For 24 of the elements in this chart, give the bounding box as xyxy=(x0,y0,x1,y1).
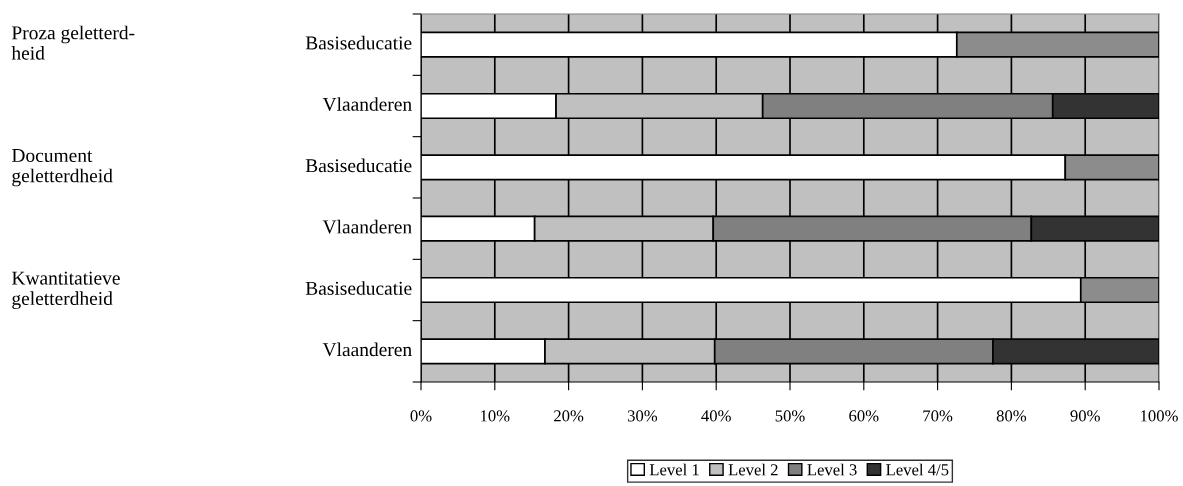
y-tick-label: Vlaanderen xyxy=(322,219,412,234)
x-tick-label: 0% xyxy=(410,410,432,422)
legend-label: Level 3 xyxy=(807,463,857,476)
text: Kwantitatieve geletterdheid xyxy=(11,271,120,310)
x-tick-label: 50% xyxy=(775,410,805,422)
x-tick-label: 70% xyxy=(923,410,953,422)
legend-label: Level 1 xyxy=(649,463,699,476)
y-tick-label: Basiseducatie xyxy=(305,281,412,295)
x-tick-label: 80% xyxy=(996,410,1027,422)
text: Proza geletterd- heid xyxy=(11,25,135,60)
y-tick-label: Vlaanderen xyxy=(322,342,412,357)
x-tick-label: 60% xyxy=(849,410,879,422)
y-tick-label: Basiseducatie xyxy=(305,158,412,173)
x-tick-label: 30% xyxy=(627,410,658,422)
legend-label: Level 4/5 xyxy=(886,463,949,476)
text: Document geletterdheid xyxy=(11,149,113,187)
legend-label: Level 2 xyxy=(728,463,778,476)
x-tick-label: 40% xyxy=(701,410,731,422)
y-tick-label: Vlaanderen xyxy=(322,97,412,111)
y-tick-label: Basiseducatie xyxy=(305,35,412,50)
x-tick-label: 100% xyxy=(1141,410,1178,422)
x-tick-label: 90% xyxy=(1070,410,1100,422)
x-tick-label: 10% xyxy=(480,410,510,422)
x-tick-label: 20% xyxy=(554,410,584,422)
